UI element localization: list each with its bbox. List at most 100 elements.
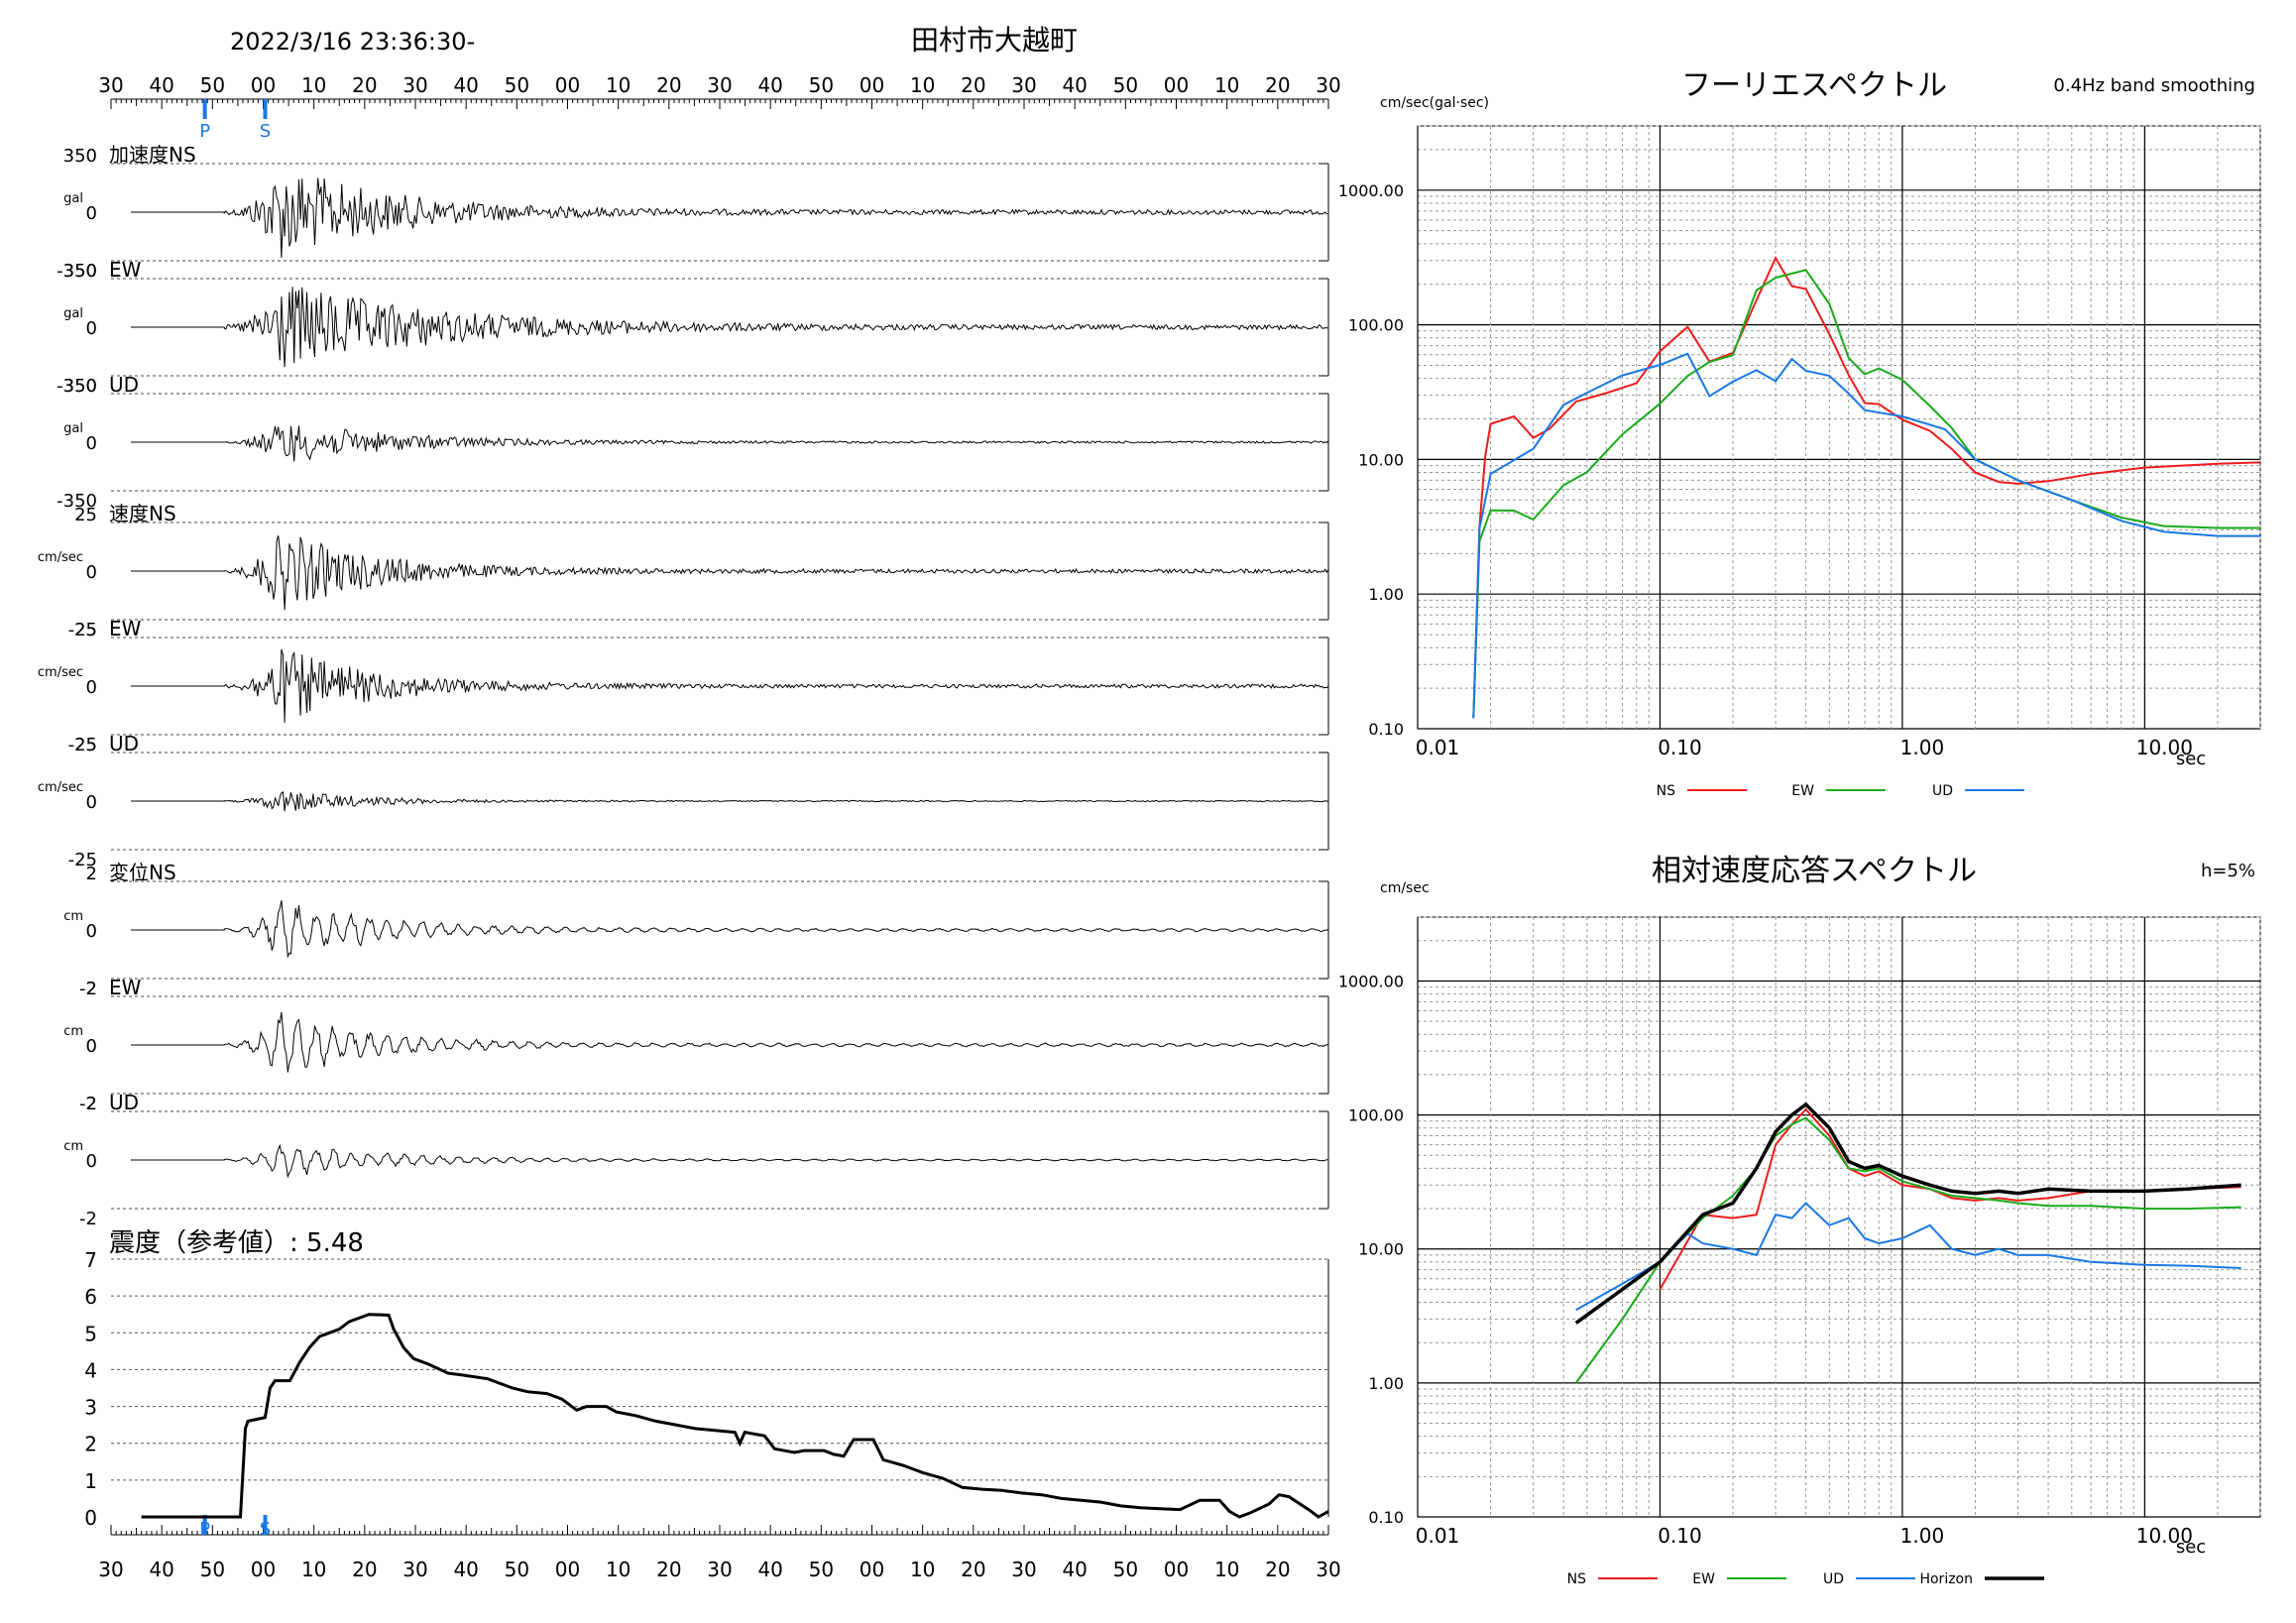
waveform-trace <box>131 1143 1328 1179</box>
bottom-time-tick-label: 20 <box>352 1558 377 1581</box>
top-time-tick-label: 20 <box>656 73 681 97</box>
panel-label: 速度NS <box>109 502 176 525</box>
fourier-series-ew <box>1472 269 2260 719</box>
panel-scale-bottom: -2 <box>79 1209 97 1229</box>
waveform-panel: UD 25 0 -25 cm/sec <box>38 732 1329 870</box>
top-time-tick-label: 30 <box>707 73 732 97</box>
fourier-unit: cm/sec(gal·sec) <box>1380 95 1489 111</box>
top-time-tick-label: 10 <box>910 73 935 97</box>
waveform-area: 30 40 50 00 10 20 30 40 50 00 10 20 30 40 50 00 10 20 30 40… <box>38 73 1341 1581</box>
panel-scale-bottom: -2 <box>79 1094 97 1114</box>
panel-label: 加速度NS <box>109 143 196 167</box>
panel-unit: cm/sec <box>38 550 83 565</box>
bottom-time-tick-label: 40 <box>757 1558 782 1581</box>
waveform-trace <box>131 287 1328 368</box>
bottom-time-tick-label: 40 <box>453 1558 478 1581</box>
bottom-time-tick-label: 30 <box>98 1558 123 1581</box>
response-legend-label: UD <box>1823 1571 1844 1587</box>
intensity-tick-label: 2 <box>84 1433 97 1456</box>
panel-scale-mid: 0 <box>86 677 97 698</box>
intensity-chart: 震度（参考値）: 5.48 0 1 2 3 4 5 6 7 <box>84 1228 1329 1530</box>
bottom-time-tick-label: 50 <box>1113 1558 1138 1581</box>
top-time-tick-label: 30 <box>402 73 427 97</box>
bottom-time-tick-label: 10 <box>606 1558 631 1581</box>
panel-scale-top: 350 <box>63 146 97 167</box>
top-time-tick-label: 00 <box>860 73 884 97</box>
waveform-trace <box>131 790 1328 812</box>
waveform-panel: 変位NS 2 0 -2 cm <box>63 861 1329 999</box>
panel-scale-bottom: -350 <box>57 261 97 282</box>
panel-scale-bottom: -2 <box>79 979 97 999</box>
top-time-tick-label: 40 <box>149 73 173 97</box>
top-time-tick-label: 00 <box>1164 73 1189 97</box>
response-legend-label: EW <box>1692 1571 1715 1587</box>
panel-unit: cm/sec <box>38 780 83 795</box>
fourier-x-tick-label: 1.00 <box>1900 736 1945 759</box>
intensity-tick-label: 3 <box>84 1396 97 1420</box>
response-y-tick-label: 1.00 <box>1368 1374 1404 1393</box>
response-series-ud <box>1575 1202 2241 1312</box>
panel-scale-top: 2 <box>86 979 97 999</box>
response-note: h=5% <box>2201 861 2255 881</box>
bottom-time-tick-label: 40 <box>1062 1558 1087 1581</box>
response-x-tick-label: 0.10 <box>1658 1524 1702 1548</box>
waveform-trace <box>131 177 1329 258</box>
fourier-title: フーリエスペクトル <box>1681 68 1947 103</box>
panel-scale-top: 2 <box>86 1094 97 1114</box>
panel-unit: gal <box>63 306 83 321</box>
panel-unit: cm <box>63 1139 83 1154</box>
top-time-tick-label: 20 <box>1265 73 1290 97</box>
s-label-top: S <box>260 121 271 142</box>
top-time-tick-label: 40 <box>453 73 478 97</box>
panel-scale-top: 350 <box>63 261 97 282</box>
top-time-tick-label: 50 <box>809 73 834 97</box>
fourier-y-tick-label: 1000.00 <box>1338 181 1404 200</box>
bottom-time-tick-label: 10 <box>301 1558 326 1581</box>
response-y-tick-label: 100.00 <box>1348 1106 1404 1125</box>
fourier-x-unit: sec <box>2176 749 2206 769</box>
fourier-legend-label: UD <box>1932 783 1953 799</box>
panel-label: UD <box>109 1091 139 1114</box>
intensity-line <box>141 1313 1329 1519</box>
panel-unit: cm <box>63 1024 83 1039</box>
fourier-legend-label: EW <box>1791 783 1814 799</box>
top-time-tick-label: 40 <box>1062 73 1087 97</box>
panel-scale-mid: 0 <box>86 433 97 454</box>
panel-scale-mid: 0 <box>86 792 97 813</box>
panel-scale-bottom: -350 <box>57 376 97 397</box>
panel-label: EW <box>109 258 142 282</box>
intensity-tick-label: 4 <box>84 1358 97 1382</box>
bottom-time-tick-label: 50 <box>200 1558 225 1581</box>
fourier-legend-label: NS <box>1657 783 1675 799</box>
panel-scale-mid: 0 <box>86 1036 97 1057</box>
bottom-time-tick-label: 30 <box>1316 1558 1340 1581</box>
bottom-time-tick-label: 40 <box>149 1558 173 1581</box>
panel-scale-bottom: -25 <box>68 735 97 755</box>
panel-scale-top: 25 <box>74 735 97 755</box>
top-time-tick-label: 20 <box>352 73 377 97</box>
panel-scale-bottom: -350 <box>57 491 97 512</box>
intensity-tick-label: 1 <box>84 1469 97 1493</box>
response-x-tick-label: 10.00 <box>2136 1524 2193 1548</box>
bottom-time-tick-label: 50 <box>809 1558 834 1581</box>
p-label-bottom: P <box>199 1519 210 1540</box>
top-time-tick-label: 30 <box>1316 73 1340 97</box>
response-x-tick-label: 0.01 <box>1416 1524 1460 1548</box>
bottom-time-tick-label: 00 <box>251 1558 276 1581</box>
waveform-panel: EW 350 0 -350 gal <box>57 258 1329 397</box>
top-time-tick-label: 20 <box>961 73 985 97</box>
response-series-horizon <box>1574 1101 2241 1325</box>
panel-unit: cm <box>63 909 83 924</box>
top-time-tick-label: 50 <box>505 73 529 97</box>
response-series-ns <box>1659 1107 2241 1290</box>
bottom-time-tick-label: 10 <box>1214 1558 1239 1581</box>
response-unit: cm/sec <box>1380 880 1430 896</box>
top-time-tick-label: 30 <box>98 73 123 97</box>
waveform-panel: EW 25 0 -25 cm/sec <box>38 617 1329 755</box>
panel-label: UD <box>109 732 139 755</box>
fourier-x-tick-label: 0.01 <box>1416 736 1460 759</box>
top-time-tick-label: 00 <box>251 73 276 97</box>
fourier-y-tick-label: 10.00 <box>1358 450 1404 469</box>
bottom-time-tick-label: 00 <box>860 1558 884 1581</box>
